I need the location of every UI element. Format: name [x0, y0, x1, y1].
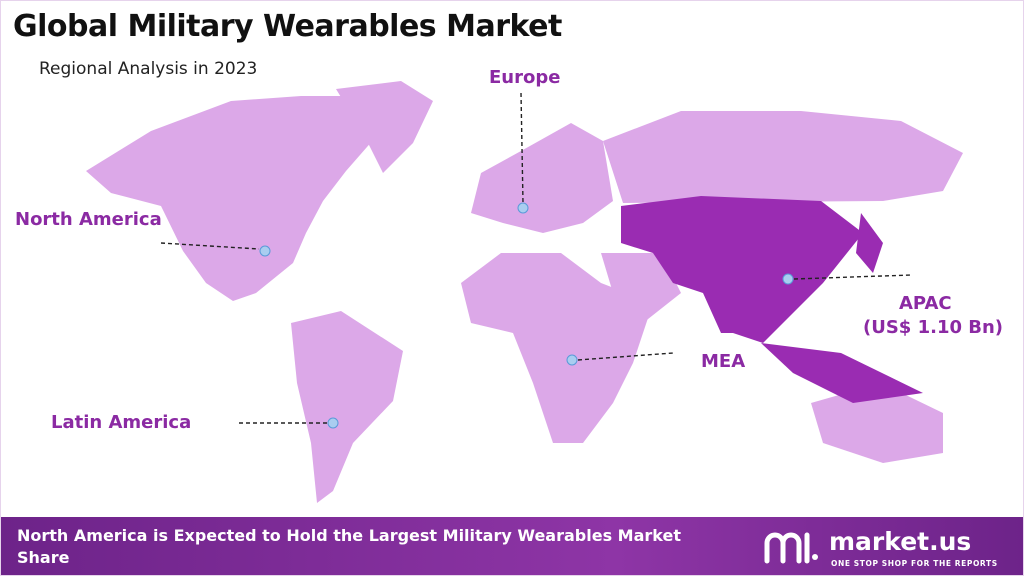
north-america [86, 96, 381, 301]
subtitle: Regional Analysis in 2023 [39, 59, 258, 79]
region-label: Latin America [51, 412, 192, 433]
leader-line [160, 242, 260, 250]
region-label: North America [15, 209, 162, 230]
marker [566, 354, 578, 366]
apac-highlight [621, 196, 923, 403]
footer: North America is Expected to Hold the La… [1, 517, 1023, 575]
region-value: (US$ 1.10 Bn) [863, 317, 1004, 338]
logo-tagline: ONE STOP SHOP FOR THE REPORTS [831, 559, 998, 568]
japan [856, 213, 883, 273]
logo-icon [764, 532, 818, 564]
southeast-asia-islands [761, 343, 923, 403]
marker [517, 202, 529, 214]
region-markers [259, 202, 794, 429]
title: Global Military Wearables Market [13, 9, 562, 44]
europe [471, 123, 613, 233]
leader-lines [160, 92, 912, 424]
region-label: APAC [899, 293, 952, 314]
middle-east [601, 253, 681, 323]
north-asia [603, 111, 963, 203]
australia [811, 383, 943, 463]
world-map [86, 81, 963, 503]
region-label: Europe [489, 67, 561, 88]
marker [782, 273, 794, 285]
leader-line [793, 274, 912, 280]
marker [259, 245, 271, 257]
marker [327, 417, 339, 429]
africa [461, 253, 653, 443]
logo-name: market.us [829, 527, 972, 556]
leader-line [520, 92, 524, 204]
continents [86, 81, 963, 503]
footer-text: North America is Expected to Hold the La… [17, 526, 681, 567]
greenland [336, 81, 433, 173]
asia [621, 196, 863, 343]
south-america [291, 311, 403, 503]
leader-line [577, 352, 674, 361]
region-label: MEA [701, 351, 746, 372]
